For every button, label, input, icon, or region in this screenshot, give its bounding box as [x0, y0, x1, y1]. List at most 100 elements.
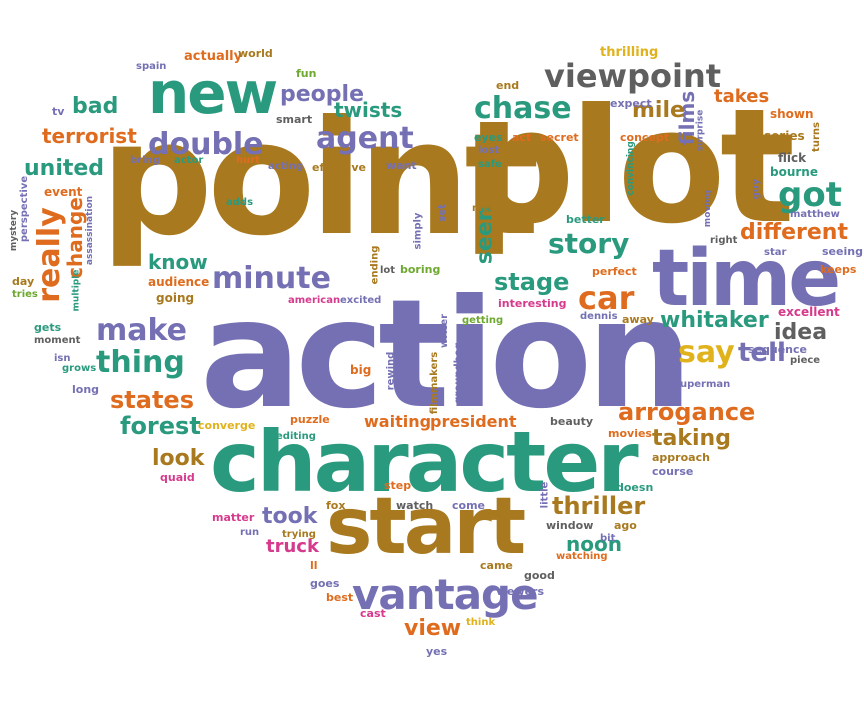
word-matter: matter	[212, 511, 255, 524]
word-writer: writer	[439, 313, 451, 349]
word-arrogance: arrogance	[618, 398, 756, 426]
word-want: want	[386, 159, 417, 172]
word-actor: actor	[174, 155, 204, 166]
word-flick: flick	[778, 151, 807, 165]
word-minute: minute	[212, 261, 331, 296]
word-keeps: keeps	[820, 263, 857, 276]
word-bourne: bourne	[770, 165, 818, 179]
word-tries: tries	[12, 289, 38, 300]
word-twists: twists	[334, 98, 403, 122]
word-expect: expect	[610, 97, 652, 110]
word-surprise: surprise	[695, 109, 706, 152]
word-rewind: rewind	[385, 351, 397, 391]
word-convincing: convincing	[625, 141, 636, 196]
word-view: view	[404, 616, 462, 641]
word-goes: goes	[310, 577, 340, 590]
word-character: character	[210, 413, 639, 511]
word-united: united	[24, 156, 105, 181]
word-boring: boring	[400, 263, 441, 276]
word-ago: ago	[614, 519, 637, 532]
word-bad: bad	[72, 94, 119, 119]
word-bring: bring	[130, 155, 160, 166]
word-little: little	[539, 481, 551, 509]
word-waiting: waiting	[364, 412, 432, 431]
word-perspective: perspective	[19, 175, 31, 243]
word-gets: gets	[34, 321, 62, 334]
word-terrorist: terrorist	[42, 124, 137, 148]
word-getting: getting	[462, 315, 504, 326]
word-noon: noon	[566, 532, 622, 556]
word-taking: taking	[652, 426, 731, 451]
word-tell: tell	[738, 338, 786, 368]
word-superman: superman	[674, 379, 731, 390]
word-groundhog: groundhog	[452, 342, 464, 404]
word-look: look	[152, 446, 205, 471]
word-came: came	[480, 559, 513, 572]
word-perfect: perfect	[592, 265, 637, 278]
word-watch: watch	[396, 499, 434, 512]
word-quaid: quaid	[160, 471, 195, 484]
word-good: good	[524, 569, 555, 582]
word-different: different	[740, 220, 848, 245]
word-right: right	[710, 235, 738, 246]
word-got: got	[778, 175, 842, 215]
word-seen: seen	[472, 205, 498, 265]
word-watching: watching	[556, 551, 608, 562]
word-interesting: interesting	[498, 297, 567, 310]
word-truck: truck	[266, 536, 319, 557]
word-doesn: doesn	[616, 481, 654, 494]
word-editing: editing	[276, 431, 316, 442]
word-ll: ll	[310, 559, 318, 572]
word-guy: guy	[750, 178, 762, 200]
word-isn: isn	[54, 353, 71, 364]
word-chase: chase	[474, 91, 572, 126]
word-president: president	[430, 412, 517, 431]
word-assassination: assassination	[85, 195, 96, 266]
word-hurt: hurt	[236, 155, 260, 166]
word-seeing: seeing	[822, 245, 863, 258]
word-window: window	[546, 519, 594, 532]
word-make: make	[96, 313, 187, 348]
word-acting: acting	[268, 161, 304, 172]
word-concept: concept	[620, 131, 670, 144]
word-smart: smart	[276, 113, 313, 126]
word-bit: bit	[600, 533, 616, 544]
word-plot: plot	[462, 75, 795, 259]
word-thrilling: thrilling	[600, 45, 659, 60]
word-excited: excited	[340, 295, 382, 306]
word-vantage: vantage	[352, 570, 539, 619]
word-double: double	[148, 127, 264, 162]
word-trying: trying	[282, 529, 316, 540]
word-event: event	[44, 185, 83, 199]
word-tv: tv	[52, 105, 65, 118]
word-filmmakers: filmmakers	[429, 351, 441, 415]
word-mile: mile	[632, 98, 685, 123]
word-fun: fun	[296, 67, 317, 80]
word-stage: stage	[494, 268, 570, 296]
word-idea: idea	[774, 320, 828, 345]
word-simply: simply	[412, 212, 424, 250]
word-viewers: viewers	[496, 585, 544, 598]
word-say: say	[678, 335, 735, 370]
word-world: world	[238, 47, 273, 60]
word-know: know	[148, 250, 208, 274]
word-secret: secret	[540, 131, 579, 144]
word-fox: fox	[326, 499, 346, 512]
word-start: start	[326, 482, 526, 572]
word-step: step	[384, 479, 412, 492]
word-shown: shown	[770, 107, 814, 121]
word-grows: grows	[62, 363, 97, 374]
word-going: going	[156, 291, 195, 305]
word-change: change	[62, 197, 87, 279]
word-mystery: mystery	[9, 209, 20, 252]
word-act: act	[512, 131, 532, 144]
word-time: time	[652, 234, 841, 324]
word-takes: takes	[714, 86, 770, 107]
word-audience: audience	[148, 275, 210, 289]
word-people: people	[280, 82, 364, 107]
word-movies: movies	[608, 427, 652, 440]
word-sequence: sequence	[748, 343, 807, 356]
word-american: american	[288, 295, 341, 306]
word-approach: approach	[652, 451, 710, 464]
word-puzzle: puzzle	[290, 413, 330, 426]
